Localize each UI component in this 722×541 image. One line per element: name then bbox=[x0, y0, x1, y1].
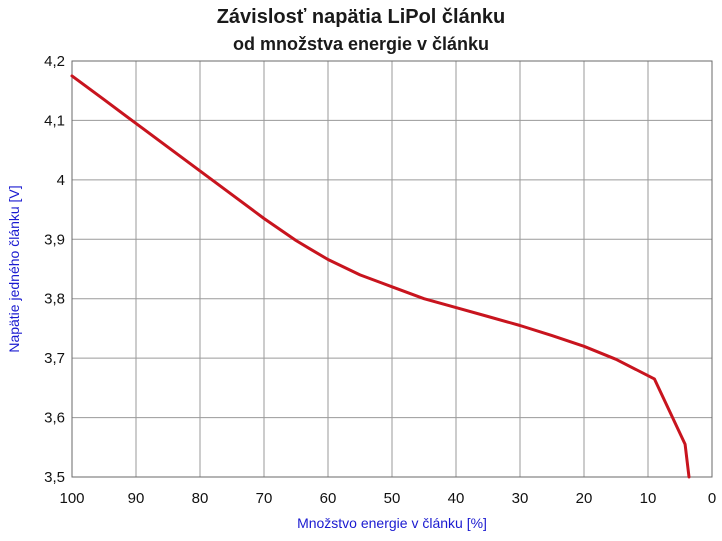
x-tick-label: 100 bbox=[59, 490, 84, 507]
y-tick-label: 4 bbox=[57, 172, 65, 189]
y-tick-label: 4,2 bbox=[44, 53, 65, 70]
y-tick-label: 3,9 bbox=[44, 231, 65, 248]
x-tick-label: 30 bbox=[512, 490, 529, 507]
x-axis: 100 90 80 70 60 50 40 30 20 10 0 bbox=[59, 490, 716, 507]
y-tick-label: 3,5 bbox=[44, 469, 65, 486]
series-group bbox=[70, 74, 691, 479]
x-tick-label: 0 bbox=[708, 490, 716, 507]
chart-subtitle: od množstva energie v článku bbox=[233, 34, 489, 54]
x-tick-label: 70 bbox=[256, 490, 273, 507]
y-axis-label: Napätie jedného článku [V] bbox=[6, 185, 22, 352]
y-tick-label: 3,7 bbox=[44, 350, 65, 367]
y-tick-label: 3,8 bbox=[44, 291, 65, 308]
plot-frame bbox=[71, 60, 713, 478]
y-tick-label: 3,6 bbox=[44, 410, 65, 427]
x-tick-label: 80 bbox=[192, 490, 209, 507]
y-axis: 4,2 4,1 4 3,9 3,8 3,7 3,6 3,5 bbox=[44, 53, 65, 486]
x-tick-label: 10 bbox=[640, 490, 657, 507]
chart-title: Závislosť napätia LiPol článku bbox=[217, 6, 506, 28]
x-tick-label: 20 bbox=[576, 490, 593, 507]
y-tick-label: 4,1 bbox=[44, 112, 65, 129]
x-tick-label: 60 bbox=[320, 490, 337, 507]
x-tick-label: 50 bbox=[384, 490, 401, 507]
series-line bbox=[70, 74, 691, 479]
grid bbox=[71, 60, 713, 478]
x-axis-label: Množstvo energie v článku [%] bbox=[297, 515, 487, 531]
x-tick-label: 40 bbox=[448, 490, 465, 507]
x-tick-label: 90 bbox=[128, 490, 145, 507]
